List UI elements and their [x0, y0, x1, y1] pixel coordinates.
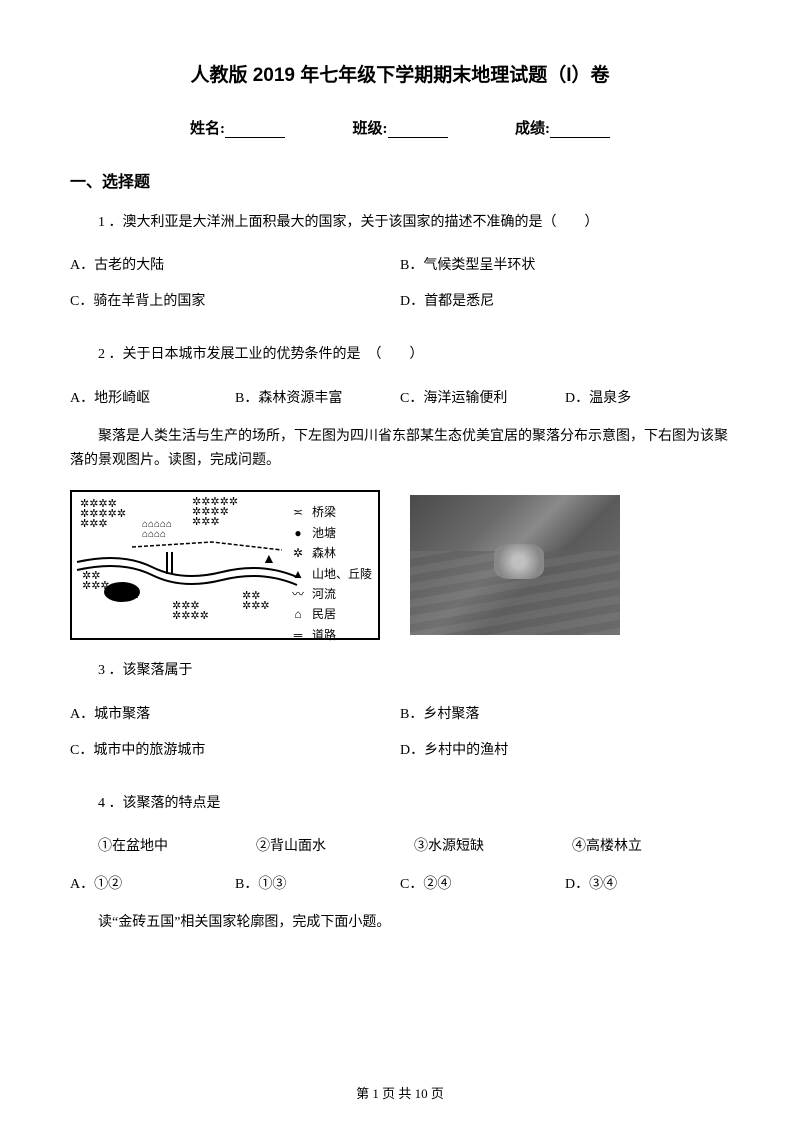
- q3-opt-b: B．乡村聚落: [400, 703, 730, 723]
- q4-sub-options: ①在盆地中 ②背山面水 ③水源短缺 ④高楼林立: [70, 835, 730, 855]
- map-figure: ✲✲✲✲✲✲✲✲✲✲✲✲ ✲✲✲✲✲✲✲✲✲✲✲✲ ⌂⌂⌂⌂⌂⌂⌂⌂⌂ ✲✲✲✲…: [70, 490, 380, 640]
- passage1: 聚落是人类生活与生产的场所，下左图为四川省东部某生态优美宜居的聚落分布示意图，下…: [70, 425, 730, 473]
- q2-opt-a: A．地形崎岖: [70, 387, 235, 407]
- legend-mountain: 山地、丘陵: [312, 564, 372, 584]
- q2-stem: 2 ．关于日本城市发展工业的优势条件的是 （ ）: [70, 344, 730, 366]
- q2-options: A．地形崎岖 B．森林资源丰富 C．海洋运输便利 D．温泉多: [70, 387, 730, 407]
- legend-bridge: 桥梁: [312, 502, 336, 522]
- q4-opt-b: B．①③: [235, 873, 400, 893]
- q4-stem: 4 ．该聚落的特点是: [70, 793, 730, 815]
- legend-forest: 森林: [312, 543, 336, 563]
- student-info-line: 姓名: 班级: 成绩:: [70, 117, 730, 138]
- name-blank[interactable]: [225, 122, 285, 138]
- section-header: 一、选择题: [70, 168, 730, 192]
- q4-opt-a: A．①②: [70, 873, 235, 893]
- q2-opt-d: D．温泉多: [565, 387, 730, 407]
- page-title: 人教版 2019 年七年级下学期期末地理试题（I）卷: [70, 60, 730, 87]
- q1-opt-c: C．骑在羊背上的国家: [70, 290, 400, 310]
- figure-row: ✲✲✲✲✲✲✲✲✲✲✲✲ ✲✲✲✲✲✲✲✲✲✲✲✲ ⌂⌂⌂⌂⌂⌂⌂⌂⌂ ✲✲✲✲…: [70, 490, 730, 640]
- q1-options: A．古老的大陆 C．骑在羊背上的国家 B．气候类型呈半环状 D．首都是悉尼: [70, 254, 730, 326]
- q1-opt-a: A．古老的大陆: [70, 254, 400, 274]
- legend-pond: 池塘: [312, 523, 336, 543]
- q2-opt-c: C．海洋运输便利: [400, 387, 565, 407]
- score-blank[interactable]: [550, 122, 610, 138]
- q4-sub1: ①在盆地中: [98, 835, 256, 855]
- q4-opt-d: D．③④: [565, 873, 730, 893]
- q1-opt-d: D．首都是悉尼: [400, 290, 730, 310]
- q4-options: A．①② B．①③ C．②④ D．③④: [70, 873, 730, 893]
- q4-opt-c: C．②④: [400, 873, 565, 893]
- passage2: 读“金砖五国”相关国家轮廓图，完成下面小题。: [70, 911, 730, 935]
- name-label: 姓名:: [190, 121, 225, 137]
- q3-opt-d: D．乡村中的渔村: [400, 739, 730, 759]
- q4-sub4: ④高楼林立: [572, 835, 730, 855]
- legend-road: 道路: [312, 625, 336, 645]
- legend-river: 河流: [312, 584, 336, 604]
- q4-sub2: ②背山面水: [256, 835, 414, 855]
- q3-opt-c: C．城市中的旅游城市: [70, 739, 400, 759]
- q4-sub3: ③水源短缺: [414, 835, 572, 855]
- score-label: 成绩:: [515, 121, 550, 137]
- map-legend: ≍桥梁 ●池塘 ✲森林 ▲山地、丘陵 〰河流 ⌂民居 ═道路: [288, 502, 372, 645]
- page-footer: 第 1 页 共 10 页: [0, 1083, 800, 1102]
- q3-opt-a: A．城市聚落: [70, 703, 400, 723]
- q3-stem: 3 ．该聚落属于: [70, 660, 730, 682]
- legend-house: 民居: [312, 604, 336, 624]
- q1-stem: 1 ．澳大利亚是大洋洲上面积最大的国家，关于该国家的描述不准确的是（ ）: [70, 212, 730, 234]
- q1-opt-b: B．气候类型呈半环状: [400, 254, 730, 274]
- q2-opt-b: B．森林资源丰富: [235, 387, 400, 407]
- class-label: 班级:: [353, 121, 388, 137]
- q3-options: A．城市聚落 C．城市中的旅游城市 B．乡村聚落 D．乡村中的渔村: [70, 703, 730, 775]
- photo-figure: [410, 495, 620, 635]
- class-blank[interactable]: [388, 122, 448, 138]
